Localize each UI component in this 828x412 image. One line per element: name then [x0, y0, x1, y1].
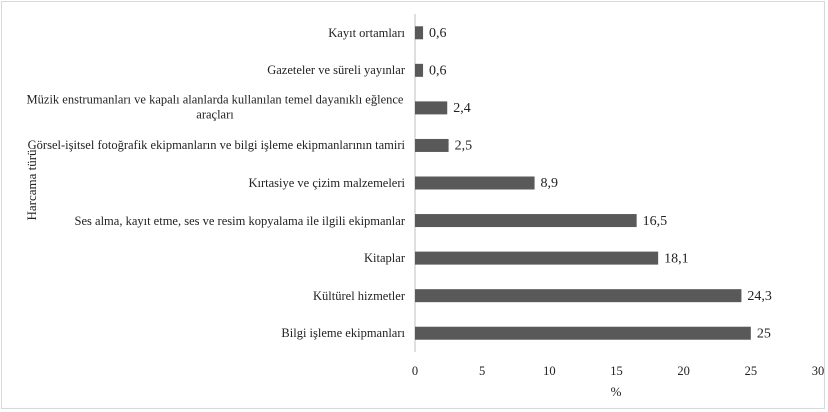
category-text: Kırtasiye ve çizim malzemeleri	[248, 176, 405, 190]
category-text: Bilgi işleme ekipmanları	[281, 326, 405, 341]
x-tick-label: 30	[812, 364, 825, 378]
y-tick-label: Ses alma, kayıt etme, ses ve resim kopya…	[25, 212, 405, 230]
x-tick-label: 10	[543, 364, 556, 378]
x-tick-label: 15	[610, 364, 623, 378]
y-tick-label: Kayıt ortamları	[25, 24, 405, 42]
value-label: 0,6	[429, 64, 447, 79]
category-text: Müzik enstrumanları ve kapalı alanlarda …	[26, 92, 404, 122]
bar	[415, 63, 424, 77]
value-label: 0,6	[429, 26, 447, 41]
y-tick-label: Bilgi işleme ekipmanları	[25, 324, 405, 342]
y-tick-label: Kültürel hizmetler	[25, 287, 405, 305]
value-label: 2,4	[453, 101, 471, 116]
x-tick-label: 0	[412, 364, 418, 378]
bar	[415, 251, 659, 265]
bar	[415, 26, 424, 40]
bar	[415, 176, 535, 190]
y-axis-title: Harcama türü	[24, 149, 39, 221]
y-tick-label: Görsel-işitsel fotoğrafik ekipmanların v…	[25, 136, 405, 154]
x-tick-label: 20	[677, 364, 690, 378]
x-tick-label: 5	[479, 364, 485, 378]
y-tick-label: Gazeteler ve süreli yayınlar	[25, 61, 405, 79]
value-label: 8,9	[541, 176, 559, 191]
y-tick-label: Kitaplar	[25, 249, 405, 267]
value-label: 24,3	[747, 289, 772, 304]
category-text: Görsel-işitsel fotoğrafik ekipmanların v…	[27, 138, 405, 153]
category-text: Ses alma, kayıt etme, ses ve resim kopya…	[74, 213, 405, 228]
value-label: 2,5	[455, 139, 473, 154]
x-axis-title: %	[611, 384, 622, 399]
y-tick-label: Kırtasiye ve çizim malzemeleri	[25, 174, 405, 192]
category-text: Kültürel hizmetler	[313, 288, 405, 303]
category-text: Kitaplar	[364, 251, 405, 266]
value-label: 25	[757, 326, 771, 341]
bar	[415, 138, 449, 152]
bar	[415, 214, 637, 228]
bar	[415, 101, 448, 115]
value-label: 18,1	[664, 251, 689, 266]
y-tick-label: Müzik enstrumanları ve kapalı alanlarda …	[25, 92, 405, 123]
category-text: Gazeteler ve süreli yayınlar	[267, 63, 405, 78]
value-label: 16,5	[643, 214, 668, 229]
category-text: Kayıt ortamları	[328, 25, 405, 40]
x-tick-label: 25	[745, 364, 758, 378]
bar	[415, 289, 742, 303]
bar	[415, 326, 751, 340]
